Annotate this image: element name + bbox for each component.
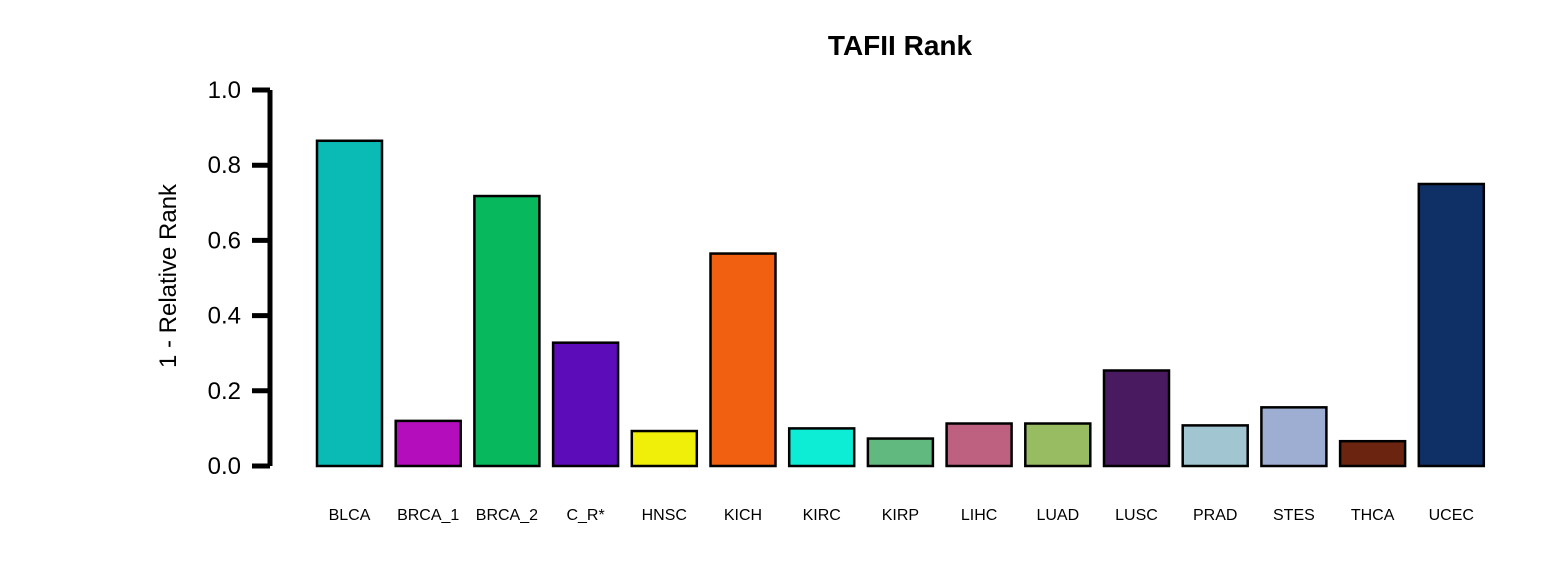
y-tick-label: 0.0: [208, 453, 241, 480]
x-tick-label: LUAD: [1036, 507, 1079, 524]
y-axis: 0.0 0.2 0.4 0.6 0.8 1.0: [208, 77, 273, 480]
x-tick-label: LUSC: [1115, 507, 1158, 524]
bar-lihc: [945, 422, 1013, 468]
bar-thca: [1338, 439, 1407, 468]
y-tick-label: 0.4: [208, 303, 241, 330]
bar-c-r: [551, 341, 620, 468]
bar-brca-1: [394, 419, 462, 468]
x-tick-label: STES: [1273, 507, 1315, 524]
x-tick-label: UCEC: [1429, 507, 1474, 524]
bar-kirp: [866, 437, 935, 468]
x-tick-label: PRAD: [1193, 507, 1237, 524]
x-tick-labels: BLCA BRCA_1 BRCA_2 C_R* HNSC KICH KIRC KIRP LIHC…: [329, 507, 1474, 524]
x-tick-label: KICH: [724, 507, 762, 524]
y-tick-label: 0.2: [208, 378, 241, 405]
bar-prad: [1181, 424, 1249, 468]
chart-title: TAFII Rank: [828, 30, 973, 61]
bar-ucec: [1417, 182, 1486, 468]
x-tick-label: KIRP: [882, 507, 919, 524]
bar-kirc: [787, 427, 856, 468]
bars: [315, 139, 1486, 468]
bar-stes: [1260, 406, 1328, 468]
x-tick-label: C_R*: [566, 507, 604, 524]
x-tick-label: BRCA_2: [476, 507, 538, 524]
y-tick-label: 0.6: [208, 227, 241, 254]
x-tick-label: KIRC: [803, 507, 841, 524]
x-tick-label: LIHC: [961, 507, 997, 524]
bar-luad: [1024, 422, 1092, 468]
x-tick-label: THCA: [1351, 507, 1395, 524]
x-tick-label: BLCA: [329, 507, 371, 524]
bar-hnsc: [630, 429, 699, 468]
bar-kich: [709, 252, 777, 468]
y-axis-label: 1 - Relative Rank: [155, 183, 182, 368]
y-tick-label: 1.0: [208, 77, 241, 104]
x-tick-label: BRCA_1: [397, 507, 459, 524]
y-tick-label: 0.8: [208, 152, 241, 179]
bar-brca-2: [473, 194, 541, 468]
bar-blca: [315, 139, 384, 468]
x-tick-label: HNSC: [642, 507, 687, 524]
bar-lusc: [1102, 369, 1171, 468]
